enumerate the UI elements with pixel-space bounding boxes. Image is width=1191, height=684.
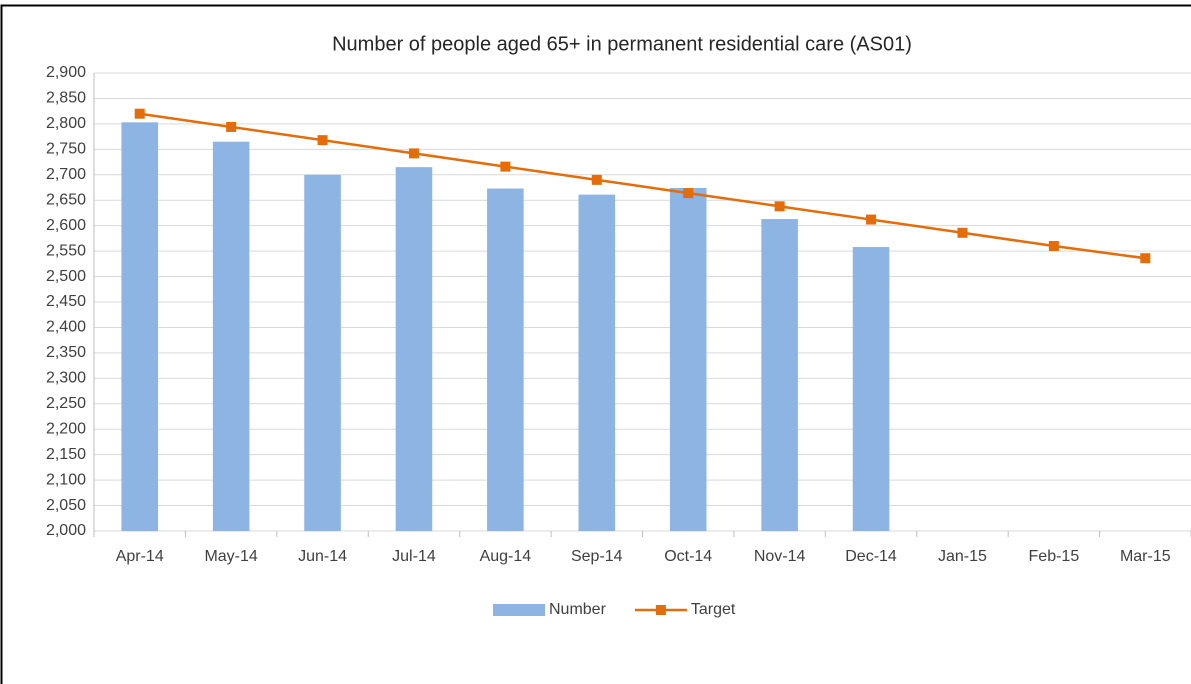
y-tick-label: 2,900 [46, 64, 86, 81]
chart-title: Number of people aged 65+ in permanent r… [332, 33, 912, 55]
bar [395, 167, 433, 531]
y-tick-label: 2,350 [46, 344, 86, 361]
y-tick-label: 2,500 [46, 268, 86, 285]
x-tick-label: Oct-14 [664, 548, 712, 565]
y-tick-label: 2,550 [46, 242, 86, 259]
bar [669, 188, 707, 531]
x-tick-label: Sep-14 [571, 548, 623, 565]
bar [212, 141, 250, 531]
line-marker [408, 148, 419, 159]
y-tick-label: 2,800 [46, 115, 86, 132]
x-tick-label: May-14 [204, 548, 257, 565]
y-tick-label: 2,750 [46, 141, 86, 158]
line-marker [683, 188, 694, 199]
y-tick-label: 2,150 [46, 446, 86, 463]
x-tick-label: Jan-15 [938, 548, 987, 565]
x-tick-label: Aug-14 [480, 548, 532, 565]
x-tick-label: Apr-14 [116, 548, 164, 565]
legend-label: Target [691, 601, 736, 618]
legend-marker [655, 605, 666, 615]
bar [304, 174, 341, 531]
bar [121, 122, 158, 532]
y-tick-label: 2,850 [46, 90, 86, 107]
y-tick-label: 2,050 [46, 497, 86, 514]
bar [852, 247, 890, 532]
target-line [139, 112, 1146, 260]
line-marker [591, 174, 602, 185]
y-tick-label: 2,100 [46, 471, 86, 488]
x-tick-label: Mar-15 [1120, 548, 1171, 565]
legend-label: Number [549, 601, 607, 618]
bar [578, 194, 616, 531]
y-tick-label: 2,700 [46, 166, 86, 183]
line-marker [866, 214, 877, 225]
y-tick-label: 2,000 [46, 522, 86, 539]
line-marker [134, 108, 145, 119]
x-tick-label: Jul-14 [392, 548, 436, 565]
line-marker [317, 135, 328, 146]
line-marker [774, 201, 785, 212]
y-tick-label: 2,250 [46, 395, 86, 412]
frame [0, 4, 1191, 684]
x-tick-label: Dec-14 [845, 548, 897, 565]
x-tick-label: Nov-14 [754, 548, 806, 565]
line-marker [1140, 253, 1151, 264]
y-tick-label: 2,600 [46, 217, 86, 234]
bar [487, 188, 524, 532]
line-marker [226, 121, 237, 132]
line-marker [957, 227, 968, 238]
x-tick-label: Feb-15 [1029, 548, 1080, 565]
line-marker [1048, 241, 1059, 252]
line-marker [500, 161, 511, 172]
y-tick-label: 2,450 [46, 293, 86, 310]
legend-swatch [493, 604, 545, 616]
y-tick-label: 2,400 [46, 319, 86, 336]
bar [761, 219, 798, 531]
y-tick-label: 2,650 [46, 191, 86, 208]
y-tick-label: 2,300 [46, 370, 86, 387]
y-tick-label: 2,200 [46, 420, 86, 437]
x-tick-label: Jun-14 [298, 548, 347, 565]
